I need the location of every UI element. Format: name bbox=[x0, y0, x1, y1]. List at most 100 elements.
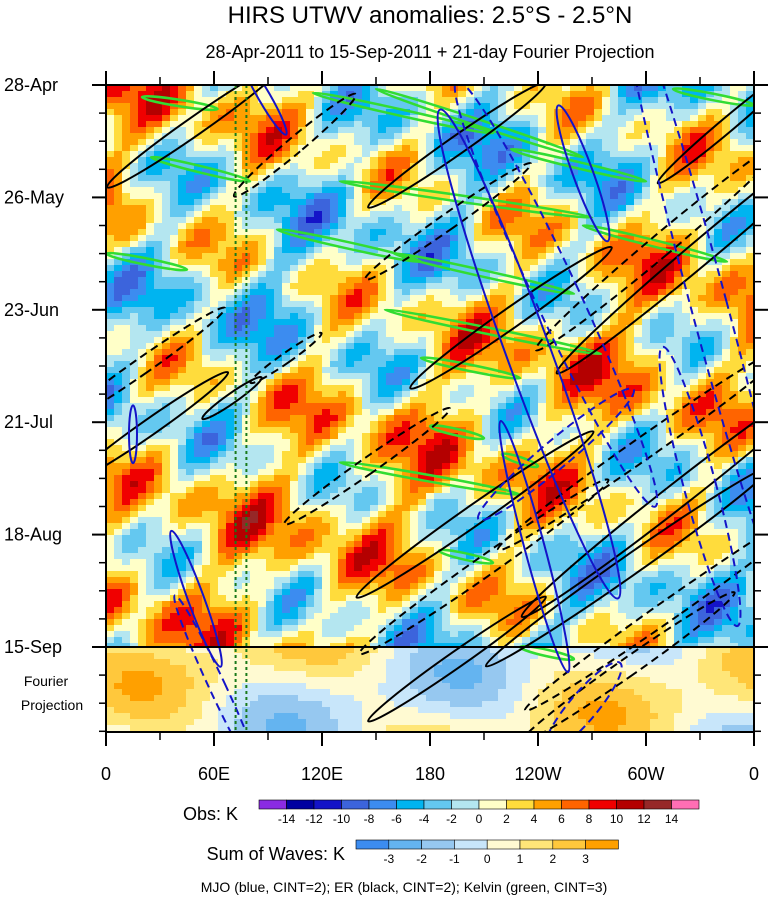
heatmap-cell bbox=[490, 433, 499, 440]
heatmap-cell bbox=[442, 223, 451, 230]
heatmap-cell bbox=[554, 373, 563, 380]
heatmap-cell bbox=[106, 211, 115, 218]
heatmap-cell bbox=[450, 427, 459, 434]
heatmap-cell bbox=[114, 325, 123, 332]
heatmap-cell bbox=[402, 259, 411, 266]
heatmap-cell bbox=[378, 265, 387, 272]
heatmap-cell bbox=[418, 403, 427, 410]
heatmap-cell bbox=[498, 367, 507, 374]
heatmap-cell bbox=[226, 271, 235, 278]
heatmap-cell bbox=[530, 205, 539, 212]
heatmap-cell bbox=[202, 193, 211, 200]
heatmap-cell bbox=[322, 325, 331, 332]
heatmap-cell bbox=[274, 343, 283, 350]
heatmap-cell bbox=[418, 205, 427, 212]
heatmap-cell bbox=[170, 247, 179, 254]
heatmap-cell bbox=[250, 355, 259, 362]
heatmap-cell bbox=[314, 445, 323, 452]
heatmap-cell bbox=[202, 265, 211, 272]
heatmap-cell bbox=[170, 379, 179, 386]
heatmap-cell bbox=[570, 271, 579, 278]
heatmap-cell bbox=[458, 109, 467, 116]
heatmap-cell bbox=[514, 163, 523, 170]
heatmap-cell bbox=[202, 307, 211, 314]
heatmap-cell bbox=[570, 397, 579, 404]
heatmap-cell bbox=[354, 349, 363, 356]
heatmap-cell bbox=[658, 349, 667, 356]
heatmap-cell bbox=[106, 415, 115, 422]
heatmap-cell bbox=[434, 331, 443, 338]
heatmap-cell bbox=[202, 373, 211, 380]
heatmap-cell bbox=[354, 379, 363, 386]
heatmap-cell bbox=[714, 349, 723, 356]
heatmap-cell bbox=[378, 193, 387, 200]
heatmap-cell bbox=[642, 217, 651, 224]
heatmap-cell bbox=[642, 253, 651, 260]
heatmap-cell bbox=[410, 217, 419, 224]
heatmap-cell bbox=[210, 241, 219, 248]
heatmap-cell bbox=[250, 85, 259, 92]
heatmap-cell bbox=[658, 313, 667, 320]
heatmap-cell bbox=[122, 187, 131, 194]
heatmap-cell bbox=[634, 289, 643, 296]
heatmap-cell bbox=[410, 265, 419, 272]
heatmap-cell bbox=[114, 397, 123, 404]
heatmap-cell bbox=[626, 223, 635, 230]
heatmap-cell bbox=[642, 313, 651, 320]
heatmap-cell bbox=[146, 103, 155, 110]
heatmap-cell bbox=[138, 199, 147, 206]
heatmap-cell bbox=[234, 409, 243, 416]
heatmap-cell bbox=[146, 325, 155, 332]
heatmap-cell bbox=[394, 343, 403, 350]
heatmap-cell bbox=[274, 373, 283, 380]
heatmap-cell bbox=[666, 343, 675, 350]
heatmap-cell bbox=[394, 391, 403, 398]
heatmap-cell bbox=[362, 133, 371, 140]
heatmap-cell bbox=[642, 115, 651, 122]
heatmap-cell bbox=[194, 139, 203, 146]
heatmap-cell bbox=[482, 391, 491, 398]
heatmap-cell bbox=[290, 217, 299, 224]
heatmap-cell bbox=[546, 415, 555, 422]
heatmap-cell bbox=[218, 415, 227, 422]
heatmap-cell bbox=[522, 103, 531, 110]
heatmap-cell bbox=[290, 235, 299, 242]
heatmap-cell bbox=[474, 181, 483, 188]
heatmap-cell bbox=[682, 109, 691, 116]
heatmap-cell bbox=[354, 427, 363, 434]
heatmap-cell bbox=[722, 445, 731, 452]
heatmap-cell bbox=[642, 385, 651, 392]
heatmap-cell bbox=[178, 451, 187, 458]
heatmap-cell bbox=[130, 217, 139, 224]
heatmap-cell bbox=[506, 343, 515, 350]
heatmap-cell bbox=[506, 409, 515, 416]
heatmap-cell bbox=[146, 379, 155, 386]
heatmap-cell bbox=[290, 397, 299, 404]
heatmap-cell bbox=[482, 121, 491, 128]
heatmap-cell bbox=[682, 205, 691, 212]
heatmap-cell bbox=[618, 337, 627, 344]
heatmap-cell bbox=[674, 229, 683, 236]
heatmap-cell bbox=[578, 325, 587, 332]
heatmap-cell bbox=[506, 355, 515, 362]
heatmap-cell bbox=[490, 337, 499, 344]
heatmap-cell bbox=[738, 325, 747, 332]
heatmap-cell bbox=[178, 307, 187, 314]
heatmap-cell bbox=[442, 127, 451, 134]
heatmap-cell bbox=[298, 271, 307, 278]
heatmap-cell bbox=[178, 211, 187, 218]
heatmap-cell bbox=[370, 325, 379, 332]
heatmap-cell bbox=[314, 217, 323, 224]
heatmap-cell bbox=[210, 271, 219, 278]
heatmap-cell bbox=[242, 439, 251, 446]
heatmap-cell bbox=[250, 391, 259, 398]
heatmap-cell bbox=[202, 235, 211, 242]
heatmap-cell bbox=[426, 217, 435, 224]
heatmap-cell bbox=[722, 421, 731, 428]
heatmap-cell bbox=[258, 373, 267, 380]
heatmap-cell bbox=[274, 175, 283, 182]
heatmap-cell bbox=[306, 355, 315, 362]
heatmap-cell bbox=[306, 277, 315, 284]
heatmap-cell bbox=[370, 361, 379, 368]
heatmap-cell bbox=[690, 355, 699, 362]
